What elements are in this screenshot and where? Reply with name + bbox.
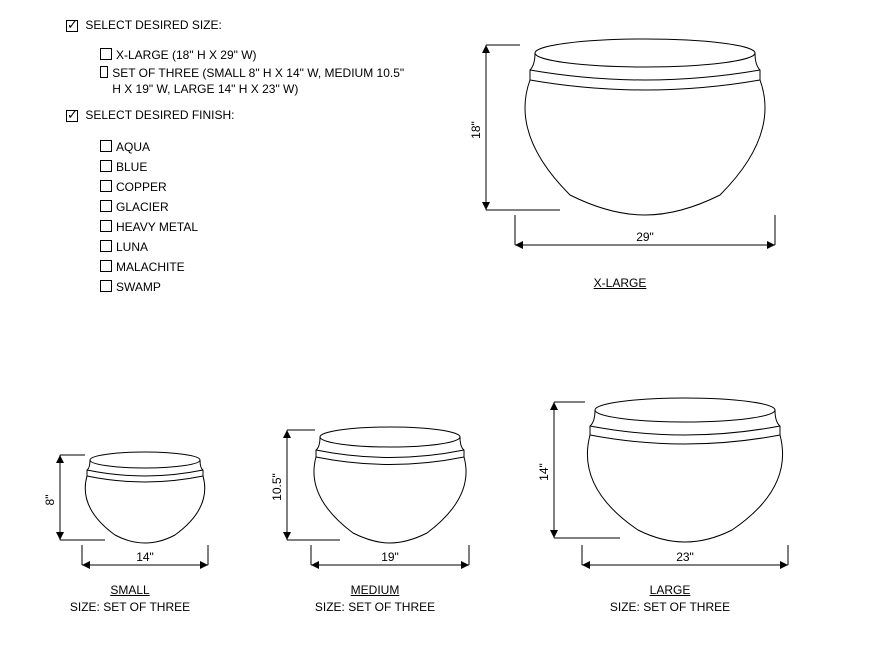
pot-small-drawing: 8" 14": [40, 420, 220, 580]
pot-large-label: LARGE: [530, 583, 810, 597]
pot-xlarge-drawing: 18" 29": [450, 15, 790, 275]
checkbox-icon[interactable]: [100, 66, 108, 78]
pot-small-label: SMALL: [40, 583, 220, 597]
finish-option-luna[interactable]: LUNA: [100, 240, 148, 256]
pot-medium-body: [314, 427, 466, 543]
dim-width: 14": [136, 550, 154, 564]
finish-option-swamp[interactable]: SWAMP: [100, 280, 161, 296]
finish-option-label: LUNA: [116, 240, 148, 256]
pot-small-body: [85, 452, 205, 543]
size-header-label: SELECT DESIRED SIZE:: [85, 18, 221, 32]
pot-small: 8" 14" SMALL SIZE: SET OF THREE: [40, 420, 220, 614]
pot-medium-subsize: SIZE: SET OF THREE: [265, 600, 485, 614]
finish-option-glacier[interactable]: GLACIER: [100, 200, 169, 216]
dim-width: 29": [636, 230, 654, 244]
finish-option-label: SWAMP: [116, 280, 161, 296]
dim-height: 18": [469, 121, 483, 139]
finish-option-aqua[interactable]: AQUA: [100, 140, 150, 156]
finish-option-label: BLUE: [116, 160, 147, 176]
checkbox-icon[interactable]: [100, 140, 112, 152]
pot-large: 14" 23" LARGE SIZE: SET OF THREE: [530, 370, 810, 614]
finish-option-blue[interactable]: BLUE: [100, 160, 147, 176]
finish-option-label: HEAVY METAL: [116, 220, 198, 236]
pot-large-subsize: SIZE: SET OF THREE: [530, 600, 810, 614]
pot-medium-label: MEDIUM: [265, 583, 485, 597]
finish-option-label: GLACIER: [116, 200, 169, 216]
checkbox-icon[interactable]: [100, 240, 112, 252]
dim-height: 8": [43, 495, 57, 506]
dim-width: 19": [381, 550, 399, 564]
finish-option-copper[interactable]: COPPER: [100, 180, 167, 196]
pot-large-body: [587, 398, 782, 542]
finish-option-label: MALACHITE: [116, 260, 185, 276]
pot-large-drawing: 14" 23": [530, 370, 810, 580]
finish-header: SELECT DESIRED FINISH:: [66, 108, 235, 122]
finish-option-label: AQUA: [116, 140, 150, 156]
checkbox-icon[interactable]: [100, 260, 112, 272]
size-option-label: SET OF THREE (SMALL 8" H X 14" W, MEDIUM…: [112, 66, 410, 97]
checkbox-icon[interactable]: [100, 160, 112, 172]
dim-height: 14": [537, 463, 551, 481]
finish-option-heavy-metal[interactable]: HEAVY METAL: [100, 220, 198, 236]
pot-medium: 10.5" 19" MEDIUM SIZE: SET OF THREE: [265, 395, 485, 614]
size-header-checkbox[interactable]: [66, 20, 78, 32]
pot-xlarge-label: X-LARGE: [450, 276, 790, 290]
finish-header-checkbox[interactable]: [66, 110, 78, 122]
pot-medium-drawing: 10.5" 19": [265, 395, 485, 580]
dim-height: 10.5": [270, 473, 284, 501]
size-option-set-of-three[interactable]: SET OF THREE (SMALL 8" H X 14" W, MEDIUM…: [100, 66, 410, 97]
dim-width: 23": [676, 550, 694, 564]
checkbox-icon[interactable]: [100, 200, 112, 212]
pot-small-subsize: SIZE: SET OF THREE: [40, 600, 220, 614]
checkbox-icon[interactable]: [100, 48, 112, 60]
pot-xlarge: 18" 29" X-LARGE: [450, 15, 790, 290]
finish-option-label: COPPER: [116, 180, 167, 196]
pot-xlarge-body: [525, 39, 765, 215]
finish-header-label: SELECT DESIRED FINISH:: [85, 108, 234, 122]
finish-option-malachite[interactable]: MALACHITE: [100, 260, 185, 276]
size-header: SELECT DESIRED SIZE:: [66, 18, 222, 32]
size-option-label: X-LARGE (18" H X 29" W): [116, 48, 257, 64]
size-option-xlarge[interactable]: X-LARGE (18" H X 29" W): [100, 48, 257, 64]
checkbox-icon[interactable]: [100, 280, 112, 292]
checkbox-icon[interactable]: [100, 220, 112, 232]
checkbox-icon[interactable]: [100, 180, 112, 192]
